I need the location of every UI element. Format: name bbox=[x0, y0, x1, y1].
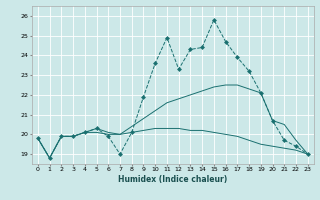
X-axis label: Humidex (Indice chaleur): Humidex (Indice chaleur) bbox=[118, 175, 228, 184]
